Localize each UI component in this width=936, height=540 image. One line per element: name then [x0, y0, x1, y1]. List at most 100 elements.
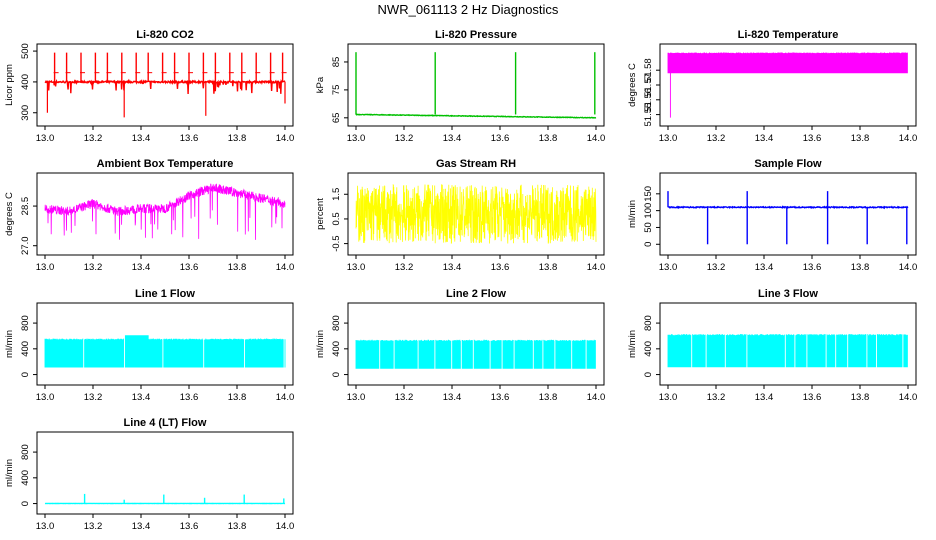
y-tick-label: 800	[643, 315, 654, 331]
y-tick-label: 400	[20, 470, 31, 486]
x-tick-label: 13.8	[851, 133, 870, 144]
x-tick-label: 14.0	[587, 262, 606, 273]
y-tick-label: 800	[20, 444, 31, 460]
series-group	[355, 183, 597, 244]
x-tick-label: 13.6	[803, 392, 822, 403]
plot-frame	[659, 172, 917, 256]
y-tick-label: 500	[20, 43, 31, 59]
y-tick-label: 400	[20, 341, 31, 357]
x-tick-label: 13.4	[755, 262, 774, 273]
y-tick-label: 1.5	[331, 188, 342, 201]
y-tick-label: 0	[20, 372, 31, 377]
plot-frame	[347, 302, 605, 386]
y-tick-label: 27.0	[20, 236, 31, 255]
x-tick-label: 13.0	[36, 521, 55, 532]
x-tick-label: 13.0	[347, 262, 366, 273]
x-tick-label: 13.2	[395, 133, 414, 144]
chart-title: Li-820 Pressure	[435, 29, 517, 41]
chart-panel: Line 1 Flow ml/min 13.0 13.2 13.4 13.6 13.8 14.…	[4, 288, 294, 403]
chart-title: Li-820 Temperature	[738, 29, 839, 41]
x-tick-label: 14.0	[276, 133, 295, 144]
series-group	[667, 191, 909, 245]
x-tick-label: 13.8	[228, 521, 247, 532]
chart-title: Gas Stream RH	[436, 158, 516, 170]
y-tick-label: 0	[643, 242, 654, 247]
series-group	[355, 339, 596, 369]
y-tick-label: 51.56	[643, 88, 654, 112]
y-axis-label: kPa	[315, 76, 326, 93]
y-tick-label: 400	[331, 341, 342, 357]
data-series	[44, 78, 286, 95]
y-tick-label: 400	[20, 74, 31, 90]
chart-title: Line 1 Flow	[135, 288, 195, 300]
chart-title: Line 2 Flow	[446, 288, 506, 300]
x-tick-label: 14.0	[587, 133, 606, 144]
x-tick-label: 13.4	[443, 262, 462, 273]
x-tick-label: 13.8	[539, 392, 558, 403]
x-tick-label: 14.0	[587, 392, 606, 403]
y-tick-label: 0.5	[331, 212, 342, 225]
x-tick-label: 13.6	[491, 133, 510, 144]
x-tick-label: 13.2	[395, 262, 414, 273]
x-tick-label: 13.4	[443, 392, 462, 403]
x-tick-label: 13.0	[36, 392, 55, 403]
x-tick-label: 13.6	[180, 262, 199, 273]
y-tick-label: 65	[331, 113, 342, 124]
x-tick-label: 13.6	[803, 262, 822, 273]
series-group	[44, 335, 286, 368]
chart-title: Sample Flow	[754, 158, 822, 170]
y-axis-label: Licor ppm	[4, 64, 15, 106]
chart-title: Ambient Box Temperature	[97, 158, 234, 170]
y-tick-label: -0.5	[331, 235, 342, 251]
x-tick-label: 13.4	[755, 133, 774, 144]
x-tick-label: 13.8	[228, 262, 247, 273]
data-series	[667, 334, 908, 368]
series-group	[355, 52, 597, 119]
page-title: NWR_061113 2 Hz Diagnostics	[377, 2, 559, 17]
y-tick-label: 50	[643, 222, 654, 233]
y-axis-label: degrees C	[4, 192, 15, 236]
x-tick-label: 13.2	[707, 133, 726, 144]
y-axis-label: ml/min	[627, 330, 638, 358]
series-group	[44, 52, 287, 118]
y-axis-label: ml/min	[4, 459, 15, 487]
y-tick-label: 51.55	[643, 103, 654, 127]
y-tick-label: 300	[20, 105, 31, 121]
x-tick-label: 13.2	[707, 392, 726, 403]
x-tick-label: 13.2	[84, 521, 103, 532]
y-axis-label: degrees C	[627, 63, 638, 107]
series-group	[667, 52, 908, 118]
chart-panel: Line 4 (LT) Flow ml/min 13.0 13.2 13.4 13.6 13…	[4, 417, 294, 532]
x-tick-label: 13.2	[84, 262, 103, 273]
x-tick-label: 13.4	[132, 262, 151, 273]
y-tick-label: 800	[331, 315, 342, 331]
y-tick-label: 800	[20, 315, 31, 331]
y-tick-label: 0	[643, 372, 654, 377]
x-tick-label: 14.0	[899, 392, 918, 403]
y-tick-label: 51.57	[643, 73, 654, 97]
plot-frame	[36, 172, 294, 256]
data-series	[44, 183, 286, 240]
x-tick-label: 14.0	[276, 521, 295, 532]
x-tick-label: 13.8	[539, 133, 558, 144]
plot-frame	[36, 302, 294, 386]
x-tick-label: 13.8	[228, 133, 247, 144]
x-tick-label: 13.2	[707, 262, 726, 273]
plot-frame	[659, 302, 917, 386]
data-series	[355, 339, 596, 369]
y-axis-label: ml/min	[627, 200, 638, 228]
x-tick-label: 13.6	[491, 262, 510, 273]
x-tick-label: 13.8	[851, 262, 870, 273]
plot-frame	[36, 43, 294, 127]
chart-panel: Gas Stream RH percent 13.0 13.2 13.4 13.6 13.8…	[315, 158, 605, 273]
y-axis-label: percent	[315, 198, 326, 230]
data-series	[667, 205, 909, 210]
y-tick-label: 75	[331, 85, 342, 96]
y-tick-label: 51.58	[643, 58, 654, 82]
x-tick-label: 13.0	[347, 133, 366, 144]
x-tick-label: 13.4	[132, 521, 151, 532]
y-tick-label: 0	[331, 372, 342, 377]
y-tick-label: 28.5	[20, 197, 31, 216]
chart-panel: Sample Flow ml/min 13.0 13.2 13.4 13.6 13.8 14.…	[627, 158, 917, 273]
x-tick-label: 14.0	[899, 262, 918, 273]
